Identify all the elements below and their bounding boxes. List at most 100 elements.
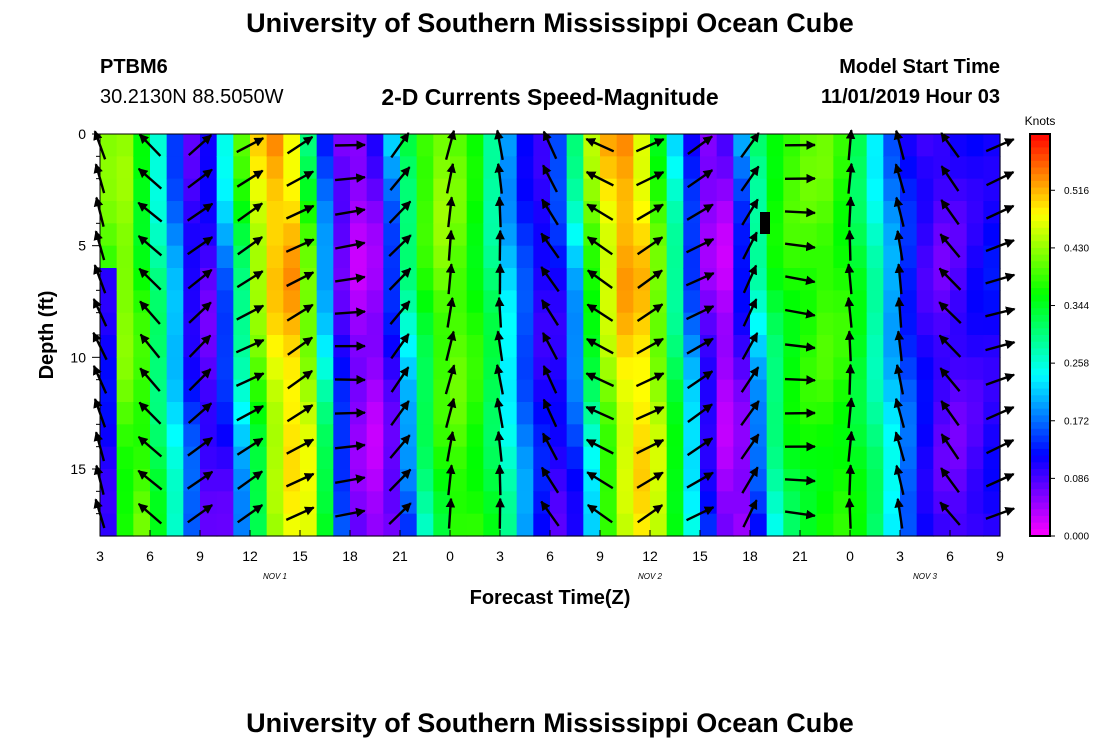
- colorbar-swatch: [1030, 402, 1050, 410]
- colorbar-swatch: [1030, 415, 1050, 423]
- current-arrow: [137, 502, 163, 525]
- heatmap-cell: [416, 491, 434, 515]
- heatmap-cell: [500, 446, 518, 470]
- colorbar-swatch: [1030, 455, 1050, 463]
- heatmap-cell: [650, 402, 668, 425]
- current-arrow: [893, 163, 906, 194]
- current-arrow: [635, 372, 665, 388]
- current-arrow: [445, 464, 456, 496]
- heatmap-cell: [366, 402, 384, 425]
- heatmap-cell: [150, 268, 168, 291]
- heatmap-cell: [566, 245, 584, 269]
- current-arrow: [893, 397, 906, 429]
- current-arrow: [845, 430, 856, 462]
- heatmap-cell: [883, 491, 901, 515]
- heatmap-cell: [116, 156, 134, 180]
- heatmap-cell: [116, 513, 134, 537]
- heatmap-cell: [483, 201, 501, 224]
- heatmap-cell: [150, 424, 168, 448]
- heatmap-cell: [450, 424, 468, 448]
- heatmap-cell: [416, 245, 434, 269]
- heatmap-cell: [983, 357, 1001, 381]
- heatmap-cell: [316, 469, 334, 492]
- x-tick-label: 6: [146, 548, 154, 564]
- heatmap-cell: [166, 357, 184, 381]
- heatmap-cell: [233, 201, 251, 224]
- footer-title: University of Southern Mississippi Ocean…: [246, 708, 854, 738]
- heatmap-cell: [633, 223, 651, 247]
- current-arrow: [334, 173, 366, 183]
- heatmap-cell: [766, 424, 784, 448]
- data-marker: [760, 212, 770, 234]
- heatmap-cell: [316, 134, 334, 157]
- heatmap-cell: [750, 513, 768, 537]
- current-arrow: [445, 330, 457, 361]
- heatmap-cell: [466, 379, 484, 403]
- heatmap-cell: [900, 223, 918, 247]
- current-arrow: [587, 269, 613, 289]
- colorbar-swatch: [1030, 207, 1050, 215]
- heatmap-cell: [300, 513, 318, 537]
- heatmap-cell: [550, 156, 568, 180]
- heatmap-cell: [983, 223, 1001, 247]
- current-arrow: [741, 466, 759, 494]
- current-arrow: [237, 236, 263, 256]
- x-tick-label: 12: [242, 548, 258, 564]
- heatmap-cell: [316, 335, 334, 358]
- current-arrow: [585, 337, 614, 355]
- heatmap-cell: [150, 491, 168, 515]
- heatmap-cell: [633, 312, 651, 336]
- heatmap-cell: [616, 268, 634, 291]
- heatmap-cell: [450, 223, 468, 247]
- current-arrow: [635, 406, 665, 421]
- current-arrow: [542, 130, 558, 160]
- current-arrow: [636, 337, 664, 355]
- heatmap-cell: [633, 513, 651, 537]
- heatmap-cell: [866, 245, 884, 269]
- heatmap-cell: [200, 446, 218, 470]
- heatmap-cell: [300, 156, 318, 180]
- heatmap-cell: [433, 134, 451, 157]
- heatmap-cell: [516, 201, 534, 224]
- heatmap-cell: [600, 357, 618, 381]
- heatmap-cell: [233, 223, 251, 247]
- heatmap-cell: [166, 178, 184, 202]
- heatmap-cell: [933, 312, 951, 336]
- heatmap-cell: [750, 402, 768, 425]
- heatmap-cell: [266, 335, 284, 358]
- heatmap-cell: [150, 178, 168, 202]
- heatmap-cell: [733, 491, 751, 515]
- heatmap-cell: [183, 469, 201, 492]
- heatmap-cell: [466, 424, 484, 448]
- heatmap-cell: [850, 201, 868, 224]
- current-arrow: [540, 232, 560, 259]
- current-arrow: [390, 333, 410, 360]
- heatmap-cell: [150, 469, 168, 492]
- date-label: NOV 3: [913, 572, 938, 581]
- heatmap-cell: [366, 357, 384, 381]
- heatmap-cell: [383, 223, 401, 247]
- heatmap-cell: [533, 335, 551, 358]
- heatmap-cell: [900, 424, 918, 448]
- current-arrow: [585, 438, 614, 455]
- heatmap-cell: [216, 201, 234, 224]
- heatmap-cell: [416, 335, 434, 358]
- heatmap-cell: [116, 178, 134, 202]
- current-arrow: [494, 162, 505, 194]
- heatmap-cell: [966, 357, 984, 381]
- heatmap-cell: [316, 178, 334, 202]
- heatmap-cell: [900, 357, 918, 381]
- heatmap-cell: [550, 357, 568, 381]
- heatmap-cell: [300, 335, 318, 358]
- heatmap-cell: [833, 312, 851, 336]
- heatmap-cell: [766, 245, 784, 269]
- heatmap-cell: [716, 402, 734, 425]
- heatmap-cell: [616, 223, 634, 247]
- heatmap-cell: [266, 178, 284, 202]
- heatmap-cell: [850, 223, 868, 247]
- heatmap-cell: [283, 335, 301, 358]
- colorbar-swatch: [1030, 335, 1050, 343]
- heatmap-cell: [500, 245, 518, 269]
- heatmap-cell: [566, 424, 584, 448]
